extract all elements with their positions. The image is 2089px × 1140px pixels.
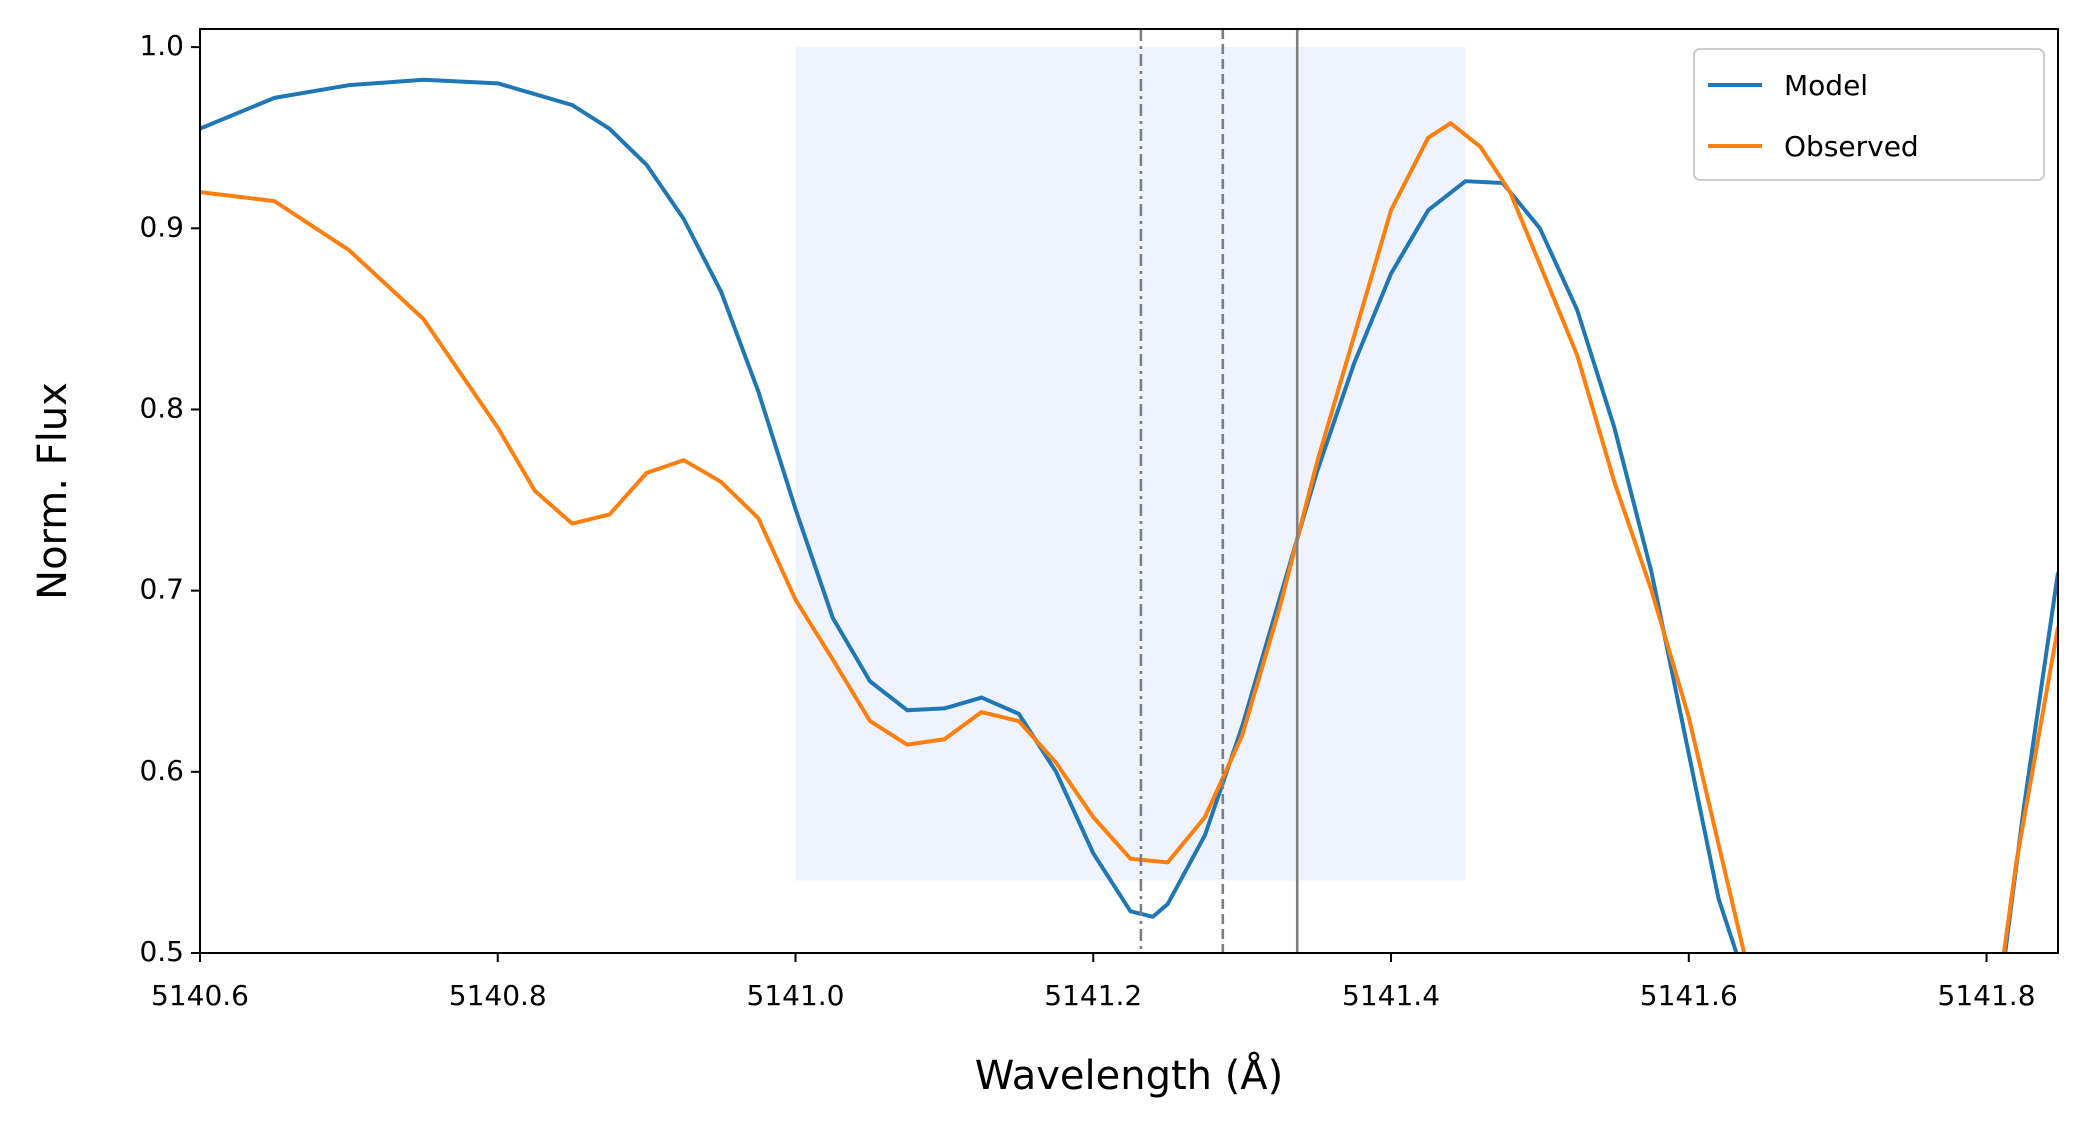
- legend-label: Observed: [1784, 130, 1919, 163]
- x-tick-label: 5141.8: [1938, 979, 2036, 1012]
- legend-label: Model: [1784, 69, 1868, 102]
- x-tick-label: 5141.6: [1640, 979, 1738, 1012]
- series-line: [200, 77, 2058, 953]
- y-tick-label: 0.5: [139, 935, 184, 968]
- series-line: [200, 121, 2058, 953]
- legend: Model Observed: [1693, 48, 2045, 181]
- x-tick-label: 5141.0: [747, 979, 845, 1012]
- highlight-span: [795, 47, 1466, 881]
- y-tick-label: 1.0: [139, 29, 184, 62]
- y-tick-label: 0.7: [139, 573, 184, 606]
- x-axis-label: Wavelength (Å): [975, 1051, 1284, 1099]
- x-tick-label: 5140.6: [151, 979, 249, 1012]
- axes-frame: [199, 28, 2059, 954]
- y-tick-label: 0.9: [139, 210, 184, 243]
- x-tick-label: 5141.4: [1342, 979, 1440, 1012]
- series-group: [200, 29, 2058, 953]
- x-tick-label: 5141.2: [1044, 979, 1142, 1012]
- x-tick-label: 5140.8: [449, 979, 547, 1012]
- y-tick-label: 0.8: [139, 391, 184, 424]
- y-axis-label: Norm. Flux: [30, 382, 76, 600]
- legend-box: [1693, 48, 2045, 181]
- plot-area: [795, 47, 1466, 881]
- y-tick-label: 0.6: [139, 754, 184, 787]
